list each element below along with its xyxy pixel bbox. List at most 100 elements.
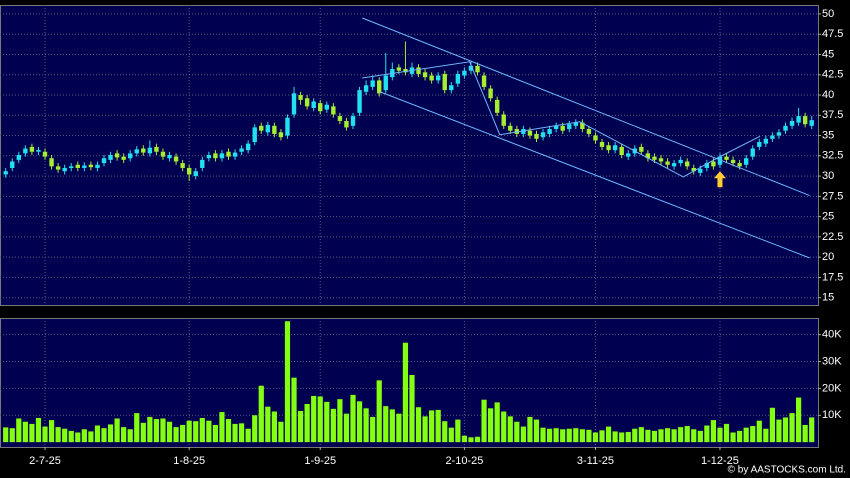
volume-bar (435, 409, 441, 443)
volume-bar (671, 429, 677, 443)
volume-bar (481, 399, 487, 443)
y-tick-label: 47.5 (822, 28, 843, 40)
volume-bar (461, 435, 468, 443)
volume-bar (114, 418, 120, 443)
candle-body (783, 125, 788, 131)
candle-body (173, 156, 179, 162)
volume-bar (16, 418, 22, 443)
candle-body (455, 73, 461, 84)
volume-bar (586, 429, 592, 443)
candle-body (776, 132, 782, 136)
volume-bar (62, 428, 68, 443)
volume-bar (560, 429, 566, 443)
candle-body (750, 148, 755, 157)
x-tick-label: 3-11-25 (577, 455, 614, 467)
candle-body (403, 69, 408, 73)
volume-bar (180, 424, 186, 443)
candle-body (711, 161, 716, 167)
candle-body (232, 152, 238, 157)
candle-body (29, 146, 35, 152)
candle-body (357, 90, 362, 113)
candle-body (226, 151, 231, 157)
volume-bar (343, 413, 350, 443)
candle-body (586, 129, 592, 134)
volume-bar (717, 427, 723, 443)
y-tick-label: 27.5 (822, 190, 843, 202)
candle-body (193, 171, 198, 177)
y-tick-label: 42.5 (822, 69, 843, 81)
candle-body (370, 80, 375, 87)
volume-bar (710, 420, 717, 443)
volume-bar (265, 406, 271, 443)
candle-body (619, 146, 624, 155)
volume-bar (442, 421, 448, 443)
candle-body (23, 148, 28, 154)
volume-bar (769, 407, 775, 443)
candle-body (141, 148, 146, 153)
volume-bar (455, 419, 461, 443)
candle-body (245, 143, 251, 151)
candle-body (265, 125, 271, 133)
volume-bar (448, 427, 454, 443)
candle-body (36, 150, 41, 152)
volume-bar (468, 437, 474, 443)
candle-body (462, 70, 467, 76)
candle-body (449, 85, 454, 91)
y-tick-label: 10K (822, 409, 842, 421)
candle-body (95, 164, 100, 168)
volume-bar (389, 409, 395, 443)
volume-bar (206, 420, 212, 443)
volume-bar (35, 417, 42, 443)
candle-body (49, 158, 54, 167)
volume-bar (527, 416, 533, 443)
volume-bar (651, 430, 658, 443)
candle-body (770, 135, 775, 139)
candle-body (3, 171, 8, 175)
y-tick-label: 32.5 (822, 150, 843, 162)
candle-body (304, 98, 310, 107)
x-tick-label: 2-7-25 (29, 455, 61, 467)
volume-bar (579, 429, 585, 443)
volume-bar (383, 406, 389, 443)
y-tick-label: 45 (822, 48, 834, 60)
volume-bar (186, 420, 192, 443)
candle-body (671, 163, 677, 167)
volume-bar (796, 397, 802, 443)
volume-bar (153, 419, 160, 443)
volume-bar (776, 419, 782, 443)
y-tick-label: 25 (822, 211, 834, 223)
candle-body (626, 153, 631, 157)
volume-bar (422, 416, 428, 443)
volume-bar (160, 418, 166, 443)
volume-bar (94, 425, 101, 443)
volume-bar (127, 429, 133, 443)
y-tick-label: 40 (822, 89, 834, 101)
candle-body (704, 163, 710, 168)
volume-bar (730, 432, 736, 443)
candle-body (272, 125, 277, 134)
volume-bar (402, 342, 409, 443)
candle-body (16, 155, 22, 160)
candle-body (481, 75, 487, 87)
source-note: © by AASTOCKS.com Ltd. (728, 465, 846, 476)
candle-body (580, 122, 585, 130)
volume-bar (9, 428, 15, 443)
candle-body (42, 151, 48, 157)
volume-bar (501, 411, 507, 443)
candle-body (678, 159, 683, 164)
candle-body (763, 138, 769, 144)
volume-bar (225, 419, 232, 443)
candle-body (206, 155, 212, 159)
volume-bar (278, 421, 284, 443)
candle-body (501, 114, 506, 126)
candle-body (698, 168, 703, 173)
volume-bar (134, 413, 140, 443)
volume-bar (474, 436, 481, 443)
volume-bar (632, 428, 638, 443)
candle-body (612, 145, 618, 151)
trend-line (379, 91, 810, 259)
x-tick-label: 2-10-25 (445, 455, 483, 467)
candle-body (553, 125, 559, 130)
candle-body (363, 85, 369, 92)
volume-bar (107, 424, 114, 443)
